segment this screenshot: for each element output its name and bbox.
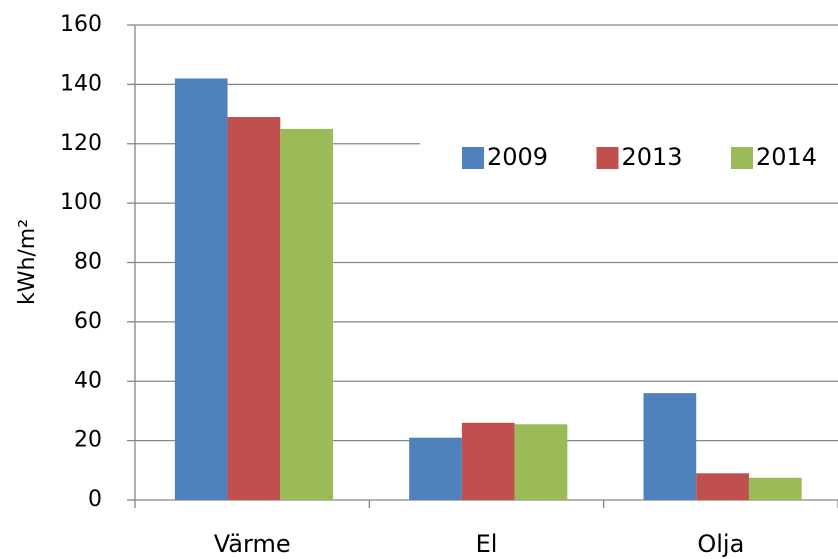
- bar: [461, 422, 515, 500]
- bar: [409, 437, 462, 500]
- y-tick-label: 0: [88, 487, 102, 512]
- y-tick-label: 60: [74, 309, 102, 334]
- y-tick-label: 160: [60, 12, 102, 37]
- bar: [696, 473, 749, 500]
- x-tick-label: El: [476, 530, 498, 558]
- y-tick-label: 20: [74, 428, 102, 453]
- bar: [227, 117, 281, 500]
- legend-swatch: [731, 147, 753, 169]
- bar: [748, 477, 802, 500]
- bar: [174, 78, 228, 500]
- y-tick-label: 100: [60, 190, 102, 215]
- legend-label: 2014: [756, 143, 817, 171]
- legend-label: 2009: [487, 143, 548, 171]
- bar: [514, 424, 568, 500]
- bar: [280, 128, 334, 500]
- legend-box: [420, 130, 838, 185]
- bar: [643, 393, 697, 500]
- x-tick-label: Olja: [697, 530, 744, 558]
- x-tick-label: Värme: [214, 530, 291, 558]
- legend-swatch: [462, 147, 484, 169]
- y-tick-label: 120: [60, 131, 102, 156]
- y-tick-label: 40: [74, 368, 102, 393]
- legend-label: 2013: [622, 143, 683, 171]
- y-tick-label: 80: [74, 250, 102, 275]
- legend-swatch: [596, 147, 619, 169]
- y-axis-label: kWh/m²: [15, 219, 40, 305]
- y-tick-label: 140: [60, 71, 102, 96]
